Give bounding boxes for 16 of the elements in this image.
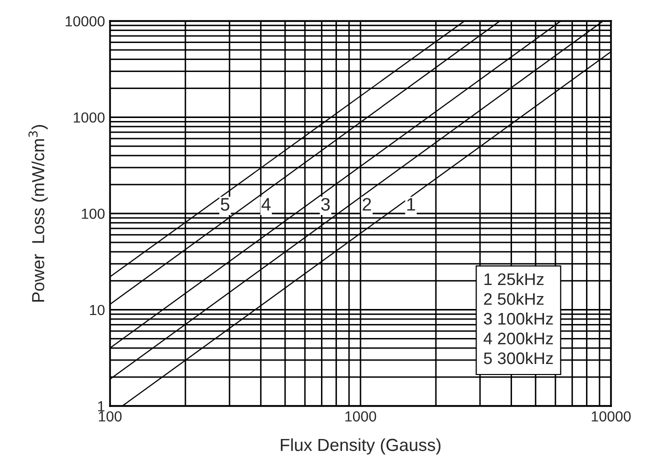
annotation: 1 (407, 198, 416, 211)
annotation: 3 (321, 198, 330, 211)
annotation: 2 (362, 198, 371, 211)
annotation: 1 25kHz 2 50kHz 3 100kHz 4 200kHz 5 300kHz (484, 272, 553, 364)
y-axis-title: Power Loss (mW/cm$^{3}$) (28, 125, 48, 302)
x-tick-label: 100 (98, 411, 122, 422)
x-tick-label: 10000 (592, 411, 631, 422)
annotation: 4 (262, 198, 271, 211)
y-tick-label: 1 (98, 401, 104, 412)
y-tick-label: 1000 (74, 112, 105, 123)
y-tick-label: 10 (90, 304, 105, 316)
y-tick-label: 10000 (66, 16, 105, 26)
annotation: 5 (220, 198, 230, 211)
x-axis-title: Flux Density (Gauss) (280, 438, 440, 455)
y-tick-label: 100 (82, 208, 105, 219)
x-tick-label: 1000 (345, 411, 376, 422)
